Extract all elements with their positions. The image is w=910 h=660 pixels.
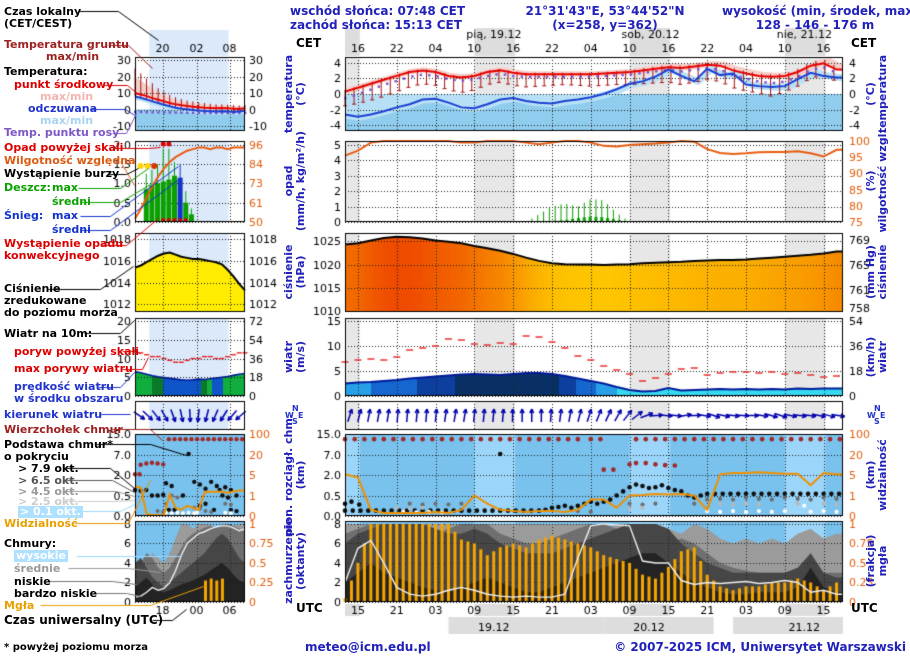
legend-visibility: Widzialność — [4, 517, 78, 530]
legend-pressure-3: do poziomu morza — [4, 306, 118, 319]
utc-label-right: UTC — [851, 601, 878, 615]
legend-midpoint-temp: punkt środkowy — [14, 78, 114, 91]
legend-clouds-very-low: bardzo niskie — [14, 587, 98, 600]
legend-wind10m: Wiatr na 10m: — [4, 327, 93, 340]
legend-okta-45: > 4.5 okt. — [18, 485, 79, 498]
legend-snow-mean: średni — [52, 223, 91, 236]
legend-wind-speed-2: w środku obszaru — [14, 392, 124, 405]
location-coordinates: 21°31'43"E, 53°44'52"N — [525, 4, 685, 18]
legend-temp-maxmin: max/min — [40, 90, 94, 103]
legend-cet-cest: (CET/CEST) — [4, 17, 73, 30]
legend-local-time: Czas lokalny — [4, 5, 82, 18]
legend-fog: Mgła — [4, 599, 35, 612]
legend-feels-maxmin: max/min — [40, 114, 94, 127]
legend-okta-65: > 6.5 okt. — [18, 474, 79, 487]
legend-rain-max: max — [52, 181, 78, 194]
legend-rain-mean: średni — [52, 195, 91, 208]
legend-wind-direction: kierunek wiatru — [4, 408, 103, 421]
legend-snow: Śnieg: — [4, 209, 44, 222]
legend-cloud-base-1: Podstawa chmur* — [4, 438, 113, 451]
legend-rel-humidity: Wilgotność względna — [4, 154, 136, 167]
legend-thunderstorm: Wystąpienie burzy — [4, 167, 120, 180]
utc-label-left: UTC — [296, 601, 323, 615]
legend-clouds-low: niskie — [14, 575, 51, 588]
legend-max-gusts: max porywy wiatru — [14, 362, 133, 375]
legend-gust-above-scale: poryw powyżej skali — [14, 345, 140, 358]
legend-feels-like: odczuwana — [28, 102, 98, 115]
height-label: wysokość (min, środek, max) — [722, 4, 910, 18]
legend-rain: Deszcz: — [4, 181, 51, 194]
cet-label-left: CET — [296, 36, 322, 50]
legend-clouds-mid: średnie — [14, 562, 61, 575]
legend-ground-temp: Temperatura gruntu — [4, 38, 129, 51]
legend-okta-25: > 2.5 okt. — [18, 495, 79, 508]
legend-precip-above-scale: Opad powyżej skali — [4, 141, 124, 154]
axis-title-cloudcover-left: zachmurzenie (oktanty) — [282, 518, 307, 604]
sunrise-time: wschód słońca: 07:48 CET — [290, 4, 466, 18]
legend-okta-79: > 7.9 okt. — [18, 462, 79, 475]
legend-dew-point: Temp. punktu rosy — [4, 126, 120, 139]
legend-pressure-2: zredukowane — [4, 294, 87, 307]
copyright-notice: © 2007-2025 ICM, Uniwersytet Warszawski — [614, 640, 906, 654]
legend-temperature: Temperatura: — [4, 65, 88, 78]
legend-utc-time: Czas uniwersalny (UTC) — [4, 613, 164, 627]
legend-clouds-high: wysokie — [14, 549, 68, 562]
height-values: 128 - 146 - 176 m — [755, 18, 875, 32]
grid-point: (x=258, y=362) — [552, 18, 658, 32]
sunset-time: zachód słońca: 15:13 CET — [290, 18, 462, 32]
contact-email-link[interactable]: meteo@icm.edu.pl — [305, 640, 431, 654]
footnote-above-sea-level: * powyżej poziomu morza — [4, 642, 148, 653]
legend-convective-1: Wystąpienie opadu — [4, 237, 124, 250]
axis-title-fog-right: (frakcja) mgła — [864, 534, 889, 588]
legend-snow-max: max — [52, 209, 78, 222]
legend-ground-maxmin: max/min — [46, 50, 100, 63]
legend-convective-2: konwekcyjnego — [4, 249, 100, 262]
legend-cloud-top: Wierzchołek chmur — [4, 423, 123, 436]
legend-cloud-base-2: o pokryciu — [4, 450, 69, 463]
legend-pressure-1: Ciśnienie — [4, 282, 61, 295]
legend-wind-speed-1: prędkość wiatru — [14, 380, 114, 393]
cet-label-right: CET — [851, 36, 877, 50]
legend-okta-01: > 0.1 okt. — [18, 505, 83, 518]
legend-clouds: Chmury: — [4, 537, 57, 550]
